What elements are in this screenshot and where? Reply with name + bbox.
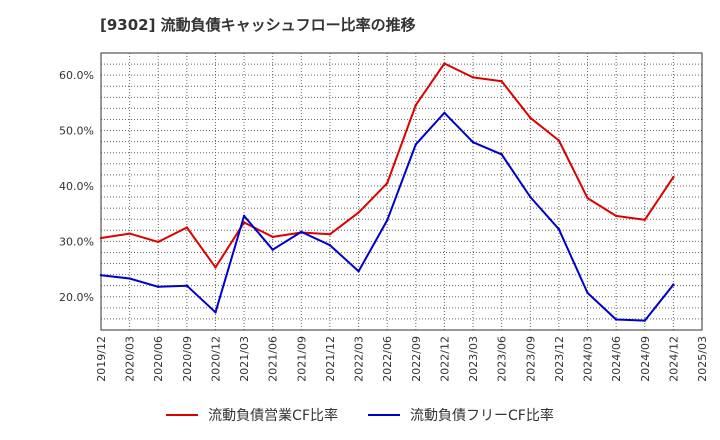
data-point-0 bbox=[500, 80, 503, 83]
x-tick-label: 2023/12 bbox=[553, 336, 566, 382]
data-point-0 bbox=[357, 211, 360, 214]
y-tick-label: 20.0% bbox=[59, 291, 94, 304]
data-point-1 bbox=[643, 319, 646, 322]
data-point-1 bbox=[557, 227, 561, 231]
data-point-0 bbox=[557, 139, 561, 142]
data-point-1 bbox=[471, 140, 475, 144]
data-point-1 bbox=[414, 143, 418, 146]
plot-frame bbox=[100, 52, 703, 331]
x-tick-label: 2024/06 bbox=[610, 336, 623, 382]
x-tick-label: 2020/12 bbox=[209, 336, 222, 382]
data-point-0 bbox=[157, 240, 160, 244]
data-point-1 bbox=[529, 195, 532, 199]
x-tick-label: 2020/06 bbox=[152, 336, 165, 382]
data-point-0 bbox=[185, 226, 189, 229]
chart-title: [9302] 流動負債キャッシュフロー比率の推移 bbox=[100, 16, 416, 34]
data-point-0 bbox=[214, 266, 217, 269]
data-point-1 bbox=[157, 285, 160, 288]
x-tick-label: 2024/09 bbox=[639, 336, 652, 382]
y-tick-label: 40.0% bbox=[59, 180, 94, 193]
data-point-0 bbox=[443, 62, 446, 65]
x-tick-label: 2022/06 bbox=[381, 336, 394, 382]
x-tick-label: 2021/09 bbox=[295, 336, 308, 382]
x-tick-label: 2022/03 bbox=[353, 336, 366, 382]
data-point-1 bbox=[328, 244, 332, 247]
x-tick-label: 2025/03 bbox=[696, 336, 709, 382]
x-tick-label: 2019/12 bbox=[95, 336, 108, 382]
x-tick-label: 2021/06 bbox=[267, 336, 280, 382]
data-point-0 bbox=[672, 175, 675, 179]
x-tick-label: 2023/09 bbox=[524, 336, 537, 382]
x-tick-label: 2022/12 bbox=[438, 336, 451, 382]
data-point-0 bbox=[643, 218, 646, 221]
data-point-1 bbox=[271, 248, 274, 251]
data-point-1 bbox=[357, 270, 360, 273]
data-point-0 bbox=[414, 103, 418, 107]
y-tick-label: 30.0% bbox=[59, 235, 94, 248]
data-point-0 bbox=[271, 235, 274, 239]
plot-area bbox=[101, 53, 702, 330]
x-tick-label: 2024/03 bbox=[582, 336, 595, 382]
data-point-1 bbox=[443, 111, 446, 115]
legend-label-operating-cf: 流動負債営業CF比率 bbox=[208, 408, 338, 424]
legend-item-operating-cf: 流動負債営業CF比率 bbox=[166, 405, 338, 425]
data-point-0 bbox=[99, 236, 103, 240]
data-point-1 bbox=[614, 318, 618, 321]
data-point-0 bbox=[328, 232, 332, 236]
x-tick-label: 2022/09 bbox=[410, 336, 423, 382]
data-point-1 bbox=[214, 311, 217, 314]
y-tick-label: 60.0% bbox=[59, 69, 94, 82]
data-point-1 bbox=[99, 273, 103, 277]
data-point-0 bbox=[614, 214, 618, 218]
data-point-1 bbox=[128, 277, 131, 280]
legend-label-free-cf: 流動負債フリーCF比率 bbox=[410, 408, 554, 424]
data-point-1 bbox=[672, 283, 675, 286]
legend-item-free-cf: 流動負債フリーCF比率 bbox=[368, 405, 554, 425]
chart-legend: 流動負債営業CF比率 流動負債フリーCF比率 bbox=[0, 403, 720, 427]
data-point-0 bbox=[529, 116, 532, 120]
x-tick-label: 2021/12 bbox=[324, 336, 337, 382]
x-tick-label: 2023/03 bbox=[467, 336, 480, 382]
data-point-0 bbox=[385, 181, 389, 185]
x-tick-label: 2021/03 bbox=[238, 336, 251, 382]
x-tick-label: 2020/03 bbox=[124, 336, 137, 382]
legend-swatch-operating-cf bbox=[166, 414, 199, 416]
y-tick-label: 50.0% bbox=[59, 125, 94, 138]
x-tick-label: 2023/06 bbox=[496, 336, 509, 382]
data-point-0 bbox=[242, 221, 246, 224]
data-point-1 bbox=[185, 284, 189, 287]
data-point-1 bbox=[586, 291, 589, 295]
data-point-1 bbox=[242, 214, 246, 218]
data-point-1 bbox=[500, 153, 503, 156]
data-point-1 bbox=[385, 219, 389, 222]
data-point-0 bbox=[471, 76, 475, 79]
legend-swatch-free-cf bbox=[368, 414, 400, 416]
data-point-0 bbox=[128, 232, 131, 235]
x-tick-label: 2024/12 bbox=[667, 336, 680, 382]
data-point-1 bbox=[300, 230, 303, 234]
data-point-0 bbox=[586, 196, 589, 200]
x-tick-label: 2020/09 bbox=[181, 336, 194, 382]
